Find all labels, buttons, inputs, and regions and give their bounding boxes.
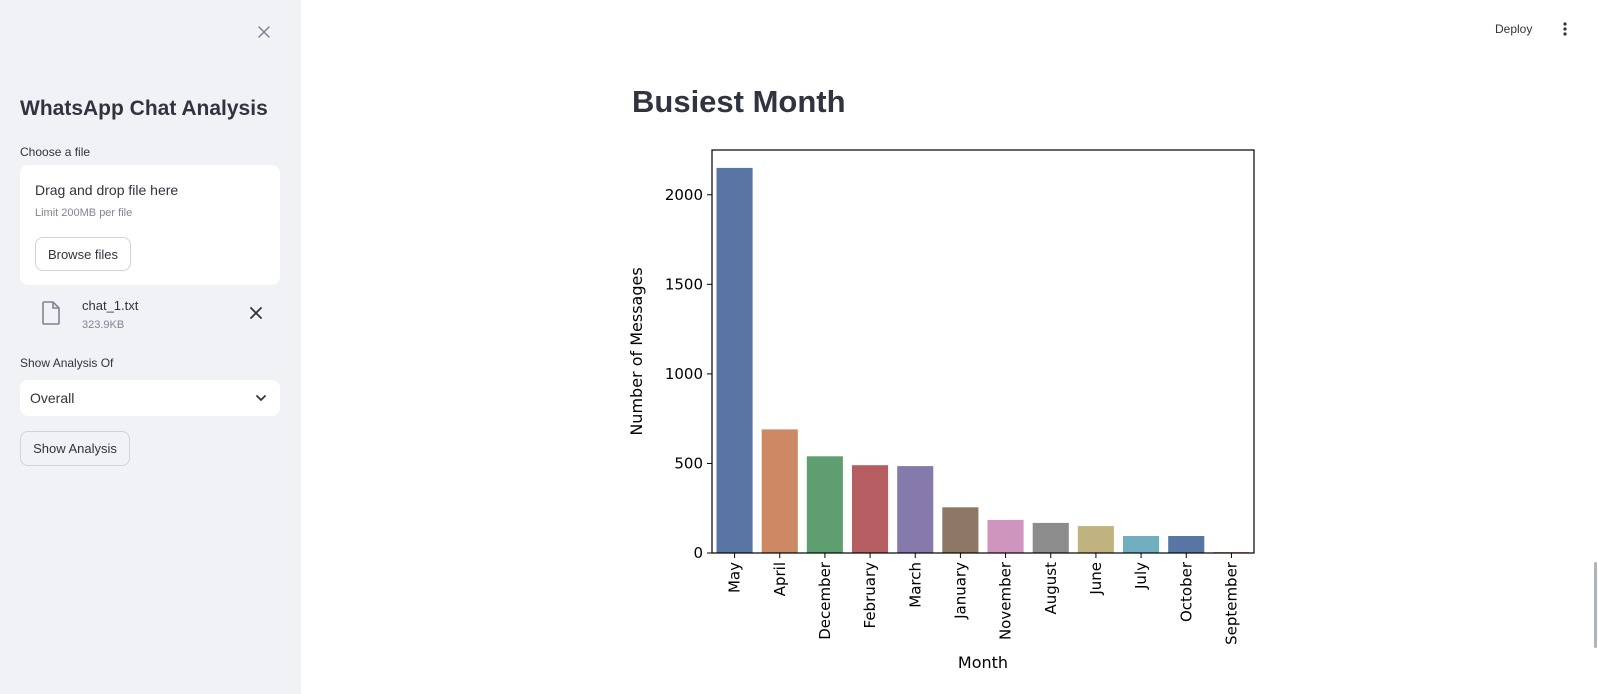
deploy-button[interactable]: Deploy	[1495, 22, 1533, 36]
browse-files-button[interactable]: Browse files	[35, 237, 131, 271]
chevron-down-icon	[256, 395, 266, 401]
uploaded-file-name: chat_1.txt	[82, 298, 139, 313]
x-tick-label: May	[726, 562, 744, 593]
x-tick-label: April	[771, 562, 789, 596]
file-dropzone[interactable]: Drag and drop file here Limit 200MB per …	[20, 165, 280, 285]
x-tick-label: November	[997, 561, 1015, 640]
chart-bar	[1123, 536, 1160, 553]
analysis-select-value: Overall	[30, 390, 75, 406]
y-tick-label: 1000	[665, 365, 703, 383]
close-icon	[258, 26, 270, 38]
dropzone-limit: Limit 200MB per file	[35, 207, 133, 219]
chart-bar	[1077, 526, 1114, 553]
file-icon	[40, 300, 62, 326]
x-axis-label: Month	[958, 653, 1008, 672]
show-analysis-button[interactable]: Show Analysis	[20, 431, 130, 466]
x-tick-label: December	[816, 561, 834, 640]
chart-bar	[897, 466, 934, 553]
file-uploader-label: Choose a file	[20, 145, 91, 159]
analysis-select-label: Show Analysis Of	[20, 356, 114, 370]
chart-bar	[942, 507, 979, 553]
dropzone-instructions: Drag and drop file here	[35, 182, 179, 198]
y-tick-label: 1500	[665, 275, 703, 293]
chart-bar	[987, 519, 1024, 553]
y-tick-label: 0	[693, 544, 703, 562]
x-tick-label: February	[861, 562, 879, 629]
remove-file-button[interactable]	[245, 302, 267, 324]
chart-bar	[852, 465, 889, 553]
x-tick-label: March	[906, 562, 924, 608]
more-vertical-icon	[1563, 22, 1567, 36]
x-tick-label: August	[1042, 562, 1060, 615]
chart-bar	[1032, 522, 1069, 553]
analysis-select[interactable]: Overall	[20, 380, 280, 416]
chart-bar	[1168, 536, 1205, 553]
chart-frame	[711, 149, 1255, 554]
y-tick-label: 500	[674, 454, 703, 472]
busiest-month-chart: 0 500 1000 1500 2000 May April December February…	[627, 149, 1255, 672]
y-axis-label: Number of Messages	[627, 267, 646, 435]
chart-bar	[716, 167, 753, 553]
page-heading: Busiest Month	[632, 84, 846, 119]
x-tick-label: January	[951, 562, 969, 620]
close-sidebar-button[interactable]	[252, 20, 276, 44]
x-tick-label: July	[1132, 562, 1150, 590]
app-title: WhatsApp Chat Analysis	[20, 97, 268, 120]
chart-bar	[806, 456, 843, 553]
x-tick-label: October	[1177, 561, 1195, 622]
x-tick-label: September	[1222, 561, 1240, 645]
scrollbar[interactable]	[1594, 562, 1597, 648]
sidebar: WhatsApp Chat Analysis Choose a file Dra…	[0, 0, 301, 694]
main-menu-button[interactable]	[1557, 19, 1573, 39]
x-tick-label: June	[1087, 562, 1105, 596]
close-icon	[250, 307, 262, 319]
y-tick-label: 2000	[665, 186, 703, 204]
uploaded-file-size: 323.9KB	[82, 319, 125, 331]
chart-bar	[761, 429, 798, 553]
